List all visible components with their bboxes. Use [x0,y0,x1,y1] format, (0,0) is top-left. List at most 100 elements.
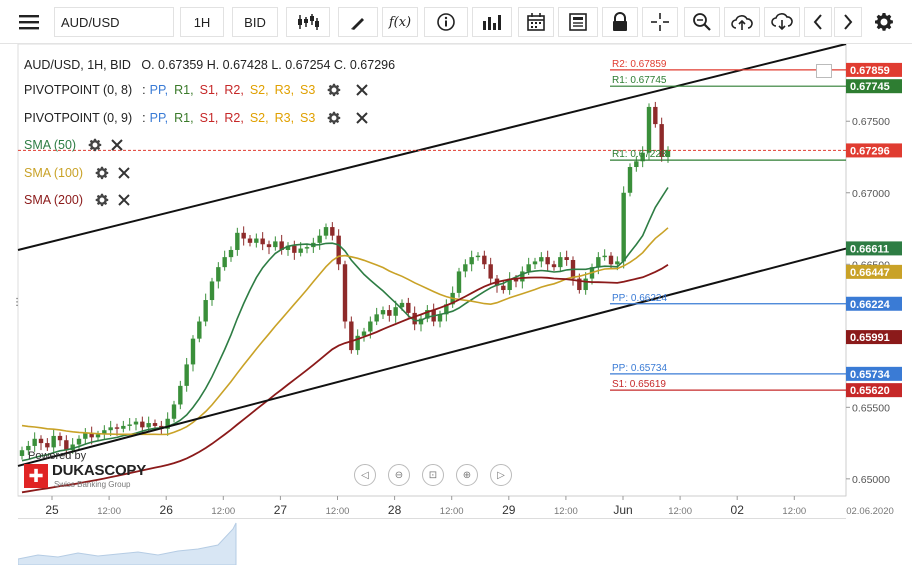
info-icon[interactable] [424,7,468,37]
candle-body [76,438,82,445]
navigator-bar[interactable] [17,518,846,566]
price-tag-label-PP2: 0.65734 [850,369,891,381]
close-icon[interactable] [115,164,133,182]
scroll-right-icon[interactable] [834,7,862,37]
nav-next-icon[interactable]: ▷ [490,464,512,486]
news-icon[interactable] [558,7,598,37]
price-tag-label-S1: 0.65620 [850,385,890,397]
price-tag-PP2 [846,366,902,381]
candle-body [513,278,519,282]
pivot-s3: S3 [300,83,316,97]
candle-body [361,331,367,336]
candle-body [406,302,411,313]
lock-icon[interactable] [602,7,638,37]
candle-body [615,261,620,265]
close-icon[interactable] [115,191,133,209]
candle-body [323,227,329,236]
reset-view-icon[interactable]: ⊡ [422,464,444,486]
zoom-out-icon[interactable]: ⊖ [388,464,410,486]
calendar-icon[interactable] [518,7,554,37]
menu-icon[interactable] [14,7,44,37]
candle-body [26,445,31,451]
y-tick-label: 0.65500 [852,402,890,414]
close-icon[interactable] [353,109,371,127]
candle-body [57,435,63,441]
upload-cloud-icon[interactable] [724,7,760,37]
candle-body [209,281,215,301]
x-tick-label: 02 [731,503,745,517]
pivot-s1: S1, [199,111,219,125]
candle-body [228,249,234,258]
candle-body [108,427,113,431]
candle-body [463,264,468,272]
y-tick-label: 0.67500 [852,116,890,128]
candle-body [254,238,259,243]
price-tag-label-sma50: 0.66611 [850,243,889,255]
price-tag-sma200 [846,330,902,345]
price-tag-label-PP: 0.66224 [850,299,891,311]
sma100-line [21,227,669,436]
symbol-input[interactable]: AUD/USD [54,7,174,37]
candle-body [425,310,430,319]
sma50-legend: SMA (50) [24,136,126,154]
price-tag-label-sma200: 0.65991 [850,332,890,344]
gear-icon[interactable] [325,81,343,99]
zoom-in-icon[interactable]: ⊕ [456,464,478,486]
gear-icon[interactable] [93,164,111,182]
scroll-left-icon[interactable] [804,7,832,37]
pivot-r2: R2, [224,111,244,125]
level-label-S1: S1: 0.65619 [612,379,666,390]
settings-gear-icon[interactable] [868,7,900,37]
candle-body [216,267,221,282]
candle-body [317,235,322,243]
candle-body [70,444,75,451]
close-icon[interactable] [108,136,126,154]
x-tick-label: 12:00 [326,506,350,517]
candle-body [532,261,538,265]
lower-trendline [17,247,847,467]
zoom-search-icon[interactable] [684,7,720,37]
x-tick-label: 29 [502,503,516,517]
nav-prev-icon[interactable]: ◁ [354,464,376,486]
bar-chart-icon[interactable] [472,7,512,37]
candle-body [520,271,525,282]
candle-body [665,149,671,157]
candle-body [526,264,531,272]
candle-body [102,430,107,435]
gear-icon[interactable] [93,191,111,209]
candle-body [184,364,189,386]
powered-by-label: Powered by [28,450,87,462]
chart-type-icon[interactable] [286,7,330,37]
y-tick-label: 0.65000 [852,474,890,486]
gear-icon[interactable] [325,109,343,127]
price-chart[interactable]: 0.675000.670000.665000.660000.655000.650… [0,44,912,568]
pivot-r3: R3, [274,83,295,97]
pivot-r1: R1, [174,111,194,125]
timeframe-button[interactable]: 1H [180,7,224,37]
candle-body [545,257,550,265]
download-cloud-icon[interactable] [764,7,800,37]
candle-body [266,244,272,248]
sma100-label: SMA (100) [24,166,84,180]
candle-body [342,264,348,322]
candle-body [583,278,588,291]
candle-body [330,227,335,236]
maximize-icon[interactable] [816,64,832,78]
candle-body [114,427,120,429]
candle-body [83,433,88,439]
crosshair-icon[interactable] [642,7,678,37]
x-tick-label: 12:00 [440,506,464,517]
price-side-button[interactable]: BID [232,7,278,37]
close-icon[interactable] [353,81,371,99]
candle-body [285,245,291,250]
gear-icon[interactable] [86,136,104,154]
candle-body [602,255,607,258]
panel-resize-handle[interactable]: ⋮ [12,297,22,308]
sma200-line [21,263,669,494]
draw-pencil-icon[interactable] [338,7,378,37]
candle-body [292,245,297,253]
plot-area [17,44,847,497]
indicators-fx-button[interactable]: f(x) [382,7,418,37]
price-tag-sma100 [846,264,902,279]
candle-body [393,307,398,316]
